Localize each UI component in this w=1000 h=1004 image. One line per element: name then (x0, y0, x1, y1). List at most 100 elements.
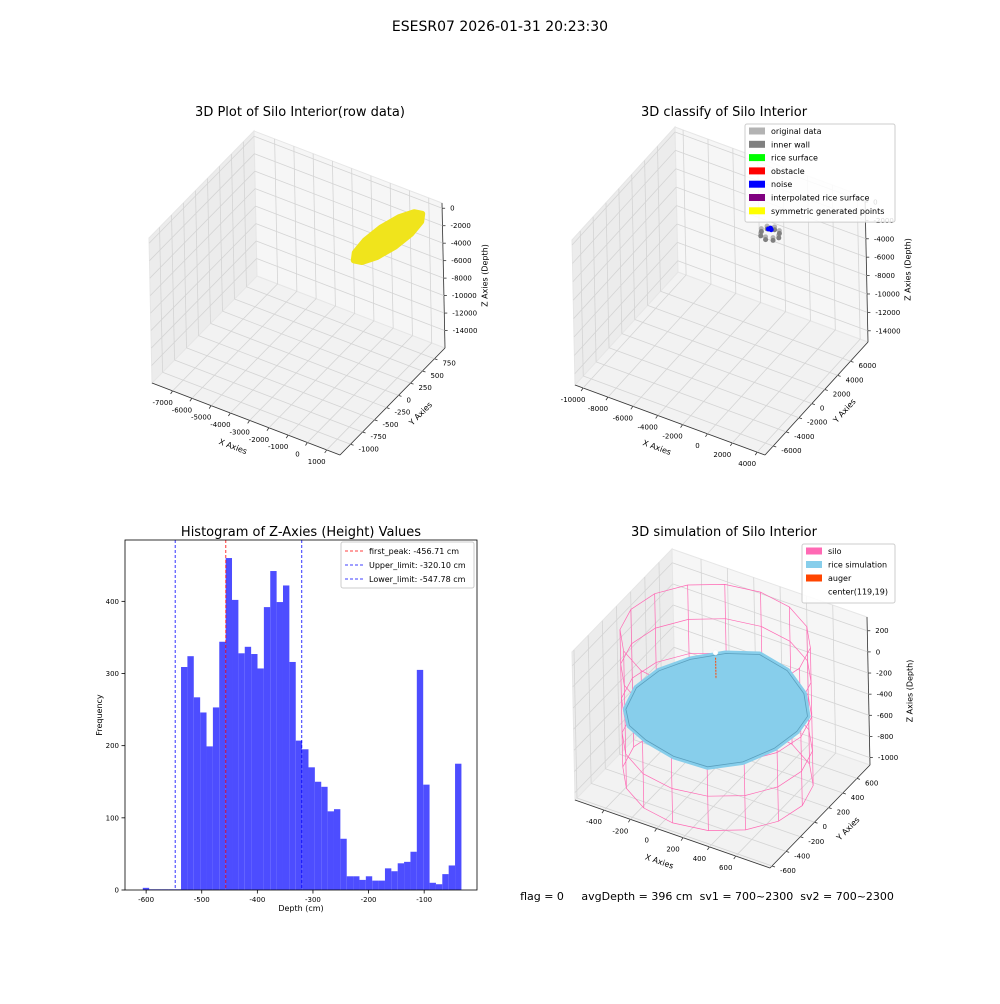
bar (455, 764, 461, 890)
z-axis-label: Z Axies (Depth) (481, 244, 490, 307)
bar (213, 707, 219, 890)
bar (264, 607, 270, 890)
y-axis-label: Frequency (95, 694, 104, 736)
z-tick-label: -12000 (875, 309, 900, 317)
legend-swatch (749, 181, 765, 188)
bar (430, 883, 436, 890)
y-tick-label: -250 (395, 409, 411, 417)
y-tick-label: -2000 (807, 419, 827, 427)
z-tick-label: -8000 (452, 275, 472, 283)
bar (379, 881, 385, 890)
legend-swatch (749, 141, 765, 148)
y-tick-label: 0 (115, 887, 119, 895)
y-tick-label: 600 (865, 779, 878, 787)
y-tick-label: 400 (106, 598, 119, 606)
z-tick-label: -14000 (876, 327, 901, 335)
x-tick-label: 600 (719, 864, 732, 872)
bar (270, 571, 276, 890)
x-tick-label: -7000 (152, 399, 172, 407)
z-tick-label: -6000 (451, 257, 471, 265)
bar (391, 871, 397, 890)
z-axis-label: Z Axies (Depth) (906, 660, 915, 723)
legend-label: first_peak: -456.71 cm (369, 547, 459, 556)
x-tick-label: -10000 (561, 396, 586, 404)
x-tick-label: -6000 (613, 414, 633, 422)
z-tick-label: -12000 (452, 310, 477, 318)
y-tick-label: -500 (383, 421, 399, 429)
bar (436, 884, 442, 890)
bar (347, 876, 353, 890)
legend-swatch (806, 575, 822, 582)
z-tick-label: -10000 (875, 290, 900, 298)
bar (423, 785, 429, 890)
y-tick-label: -750 (371, 433, 387, 441)
y-tick-label: 250 (418, 384, 431, 392)
z-axis-label: Z Axies (Depth) (904, 238, 913, 301)
chart-title: 3D simulation of Silo Interior (631, 525, 818, 540)
x-tick-label: 0 (295, 451, 299, 459)
z-tick-label: 200 (875, 627, 888, 635)
bar (200, 712, 206, 890)
legend-swatch (806, 588, 822, 595)
legend-swatch (806, 548, 822, 555)
bar (359, 880, 365, 890)
point (776, 235, 781, 240)
z-tick-label: 0 (876, 648, 880, 656)
y-tick-label: -4000 (794, 433, 814, 441)
y-tick-label: -6000 (781, 447, 801, 455)
x-tick-label: -200 (361, 896, 377, 904)
x-tick-label: 2000 (713, 451, 731, 459)
point (777, 231, 782, 236)
bar (366, 876, 372, 890)
y-tick-label: 500 (430, 372, 443, 380)
legend-label: silo (828, 547, 842, 556)
bar (449, 865, 455, 890)
legend-label: auger (828, 574, 852, 583)
z-tick-label: -400 (877, 691, 893, 699)
x-tick-label: -4000 (210, 421, 230, 429)
chart-title: Histogram of Z-Axies (Height) Values (181, 525, 421, 540)
bar (283, 585, 289, 890)
bar (207, 746, 213, 890)
bar (232, 600, 238, 890)
z-tick-label: -4000 (451, 240, 471, 248)
x-tick-label: -600 (138, 896, 154, 904)
y-tick-label: 0 (822, 823, 826, 831)
legend-swatch (749, 207, 765, 214)
figure-title: ESESR07 2026-01-31 20:23:30 (392, 19, 608, 35)
bar (238, 653, 244, 890)
bar (334, 809, 340, 890)
z-tick-label: -14000 (453, 327, 478, 335)
legend-label: Upper_limit: -320.10 cm (369, 561, 466, 570)
y-tick-label: 100 (106, 814, 119, 822)
legend-label: Lower_limit: -547.78 cm (369, 575, 466, 584)
x-tick-label: 0 (695, 442, 699, 450)
x-tick-label: -1000 (268, 443, 288, 451)
x-tick-label: 400 (693, 855, 706, 863)
x-tick-label: -5000 (191, 414, 211, 422)
bar (289, 662, 295, 890)
bar (410, 852, 416, 890)
z-tick-label: -600 (877, 712, 893, 720)
x-tick-label: -6000 (172, 406, 192, 414)
bar (296, 741, 302, 890)
bar (219, 642, 225, 890)
y-tick-label: -1000 (359, 445, 379, 453)
z-tick-label: -6000 (874, 254, 894, 262)
y-tick-label: 400 (851, 794, 864, 802)
z-tick-label: -200 (876, 670, 892, 678)
bar (372, 881, 378, 890)
bar (315, 782, 321, 890)
bar (251, 654, 257, 890)
x-tick-label: -400 (586, 818, 602, 826)
legend-label: rice simulation (828, 561, 887, 570)
y-tick-label: 4000 (846, 376, 864, 384)
legend-label: rice surface (771, 154, 818, 163)
x-axis-label: Depth (cm) (278, 904, 323, 913)
z-tick-label: -8000 (875, 272, 895, 280)
bar (328, 811, 334, 890)
y-tick-label: 200 (106, 742, 119, 750)
point (763, 237, 768, 242)
bar (398, 863, 404, 890)
